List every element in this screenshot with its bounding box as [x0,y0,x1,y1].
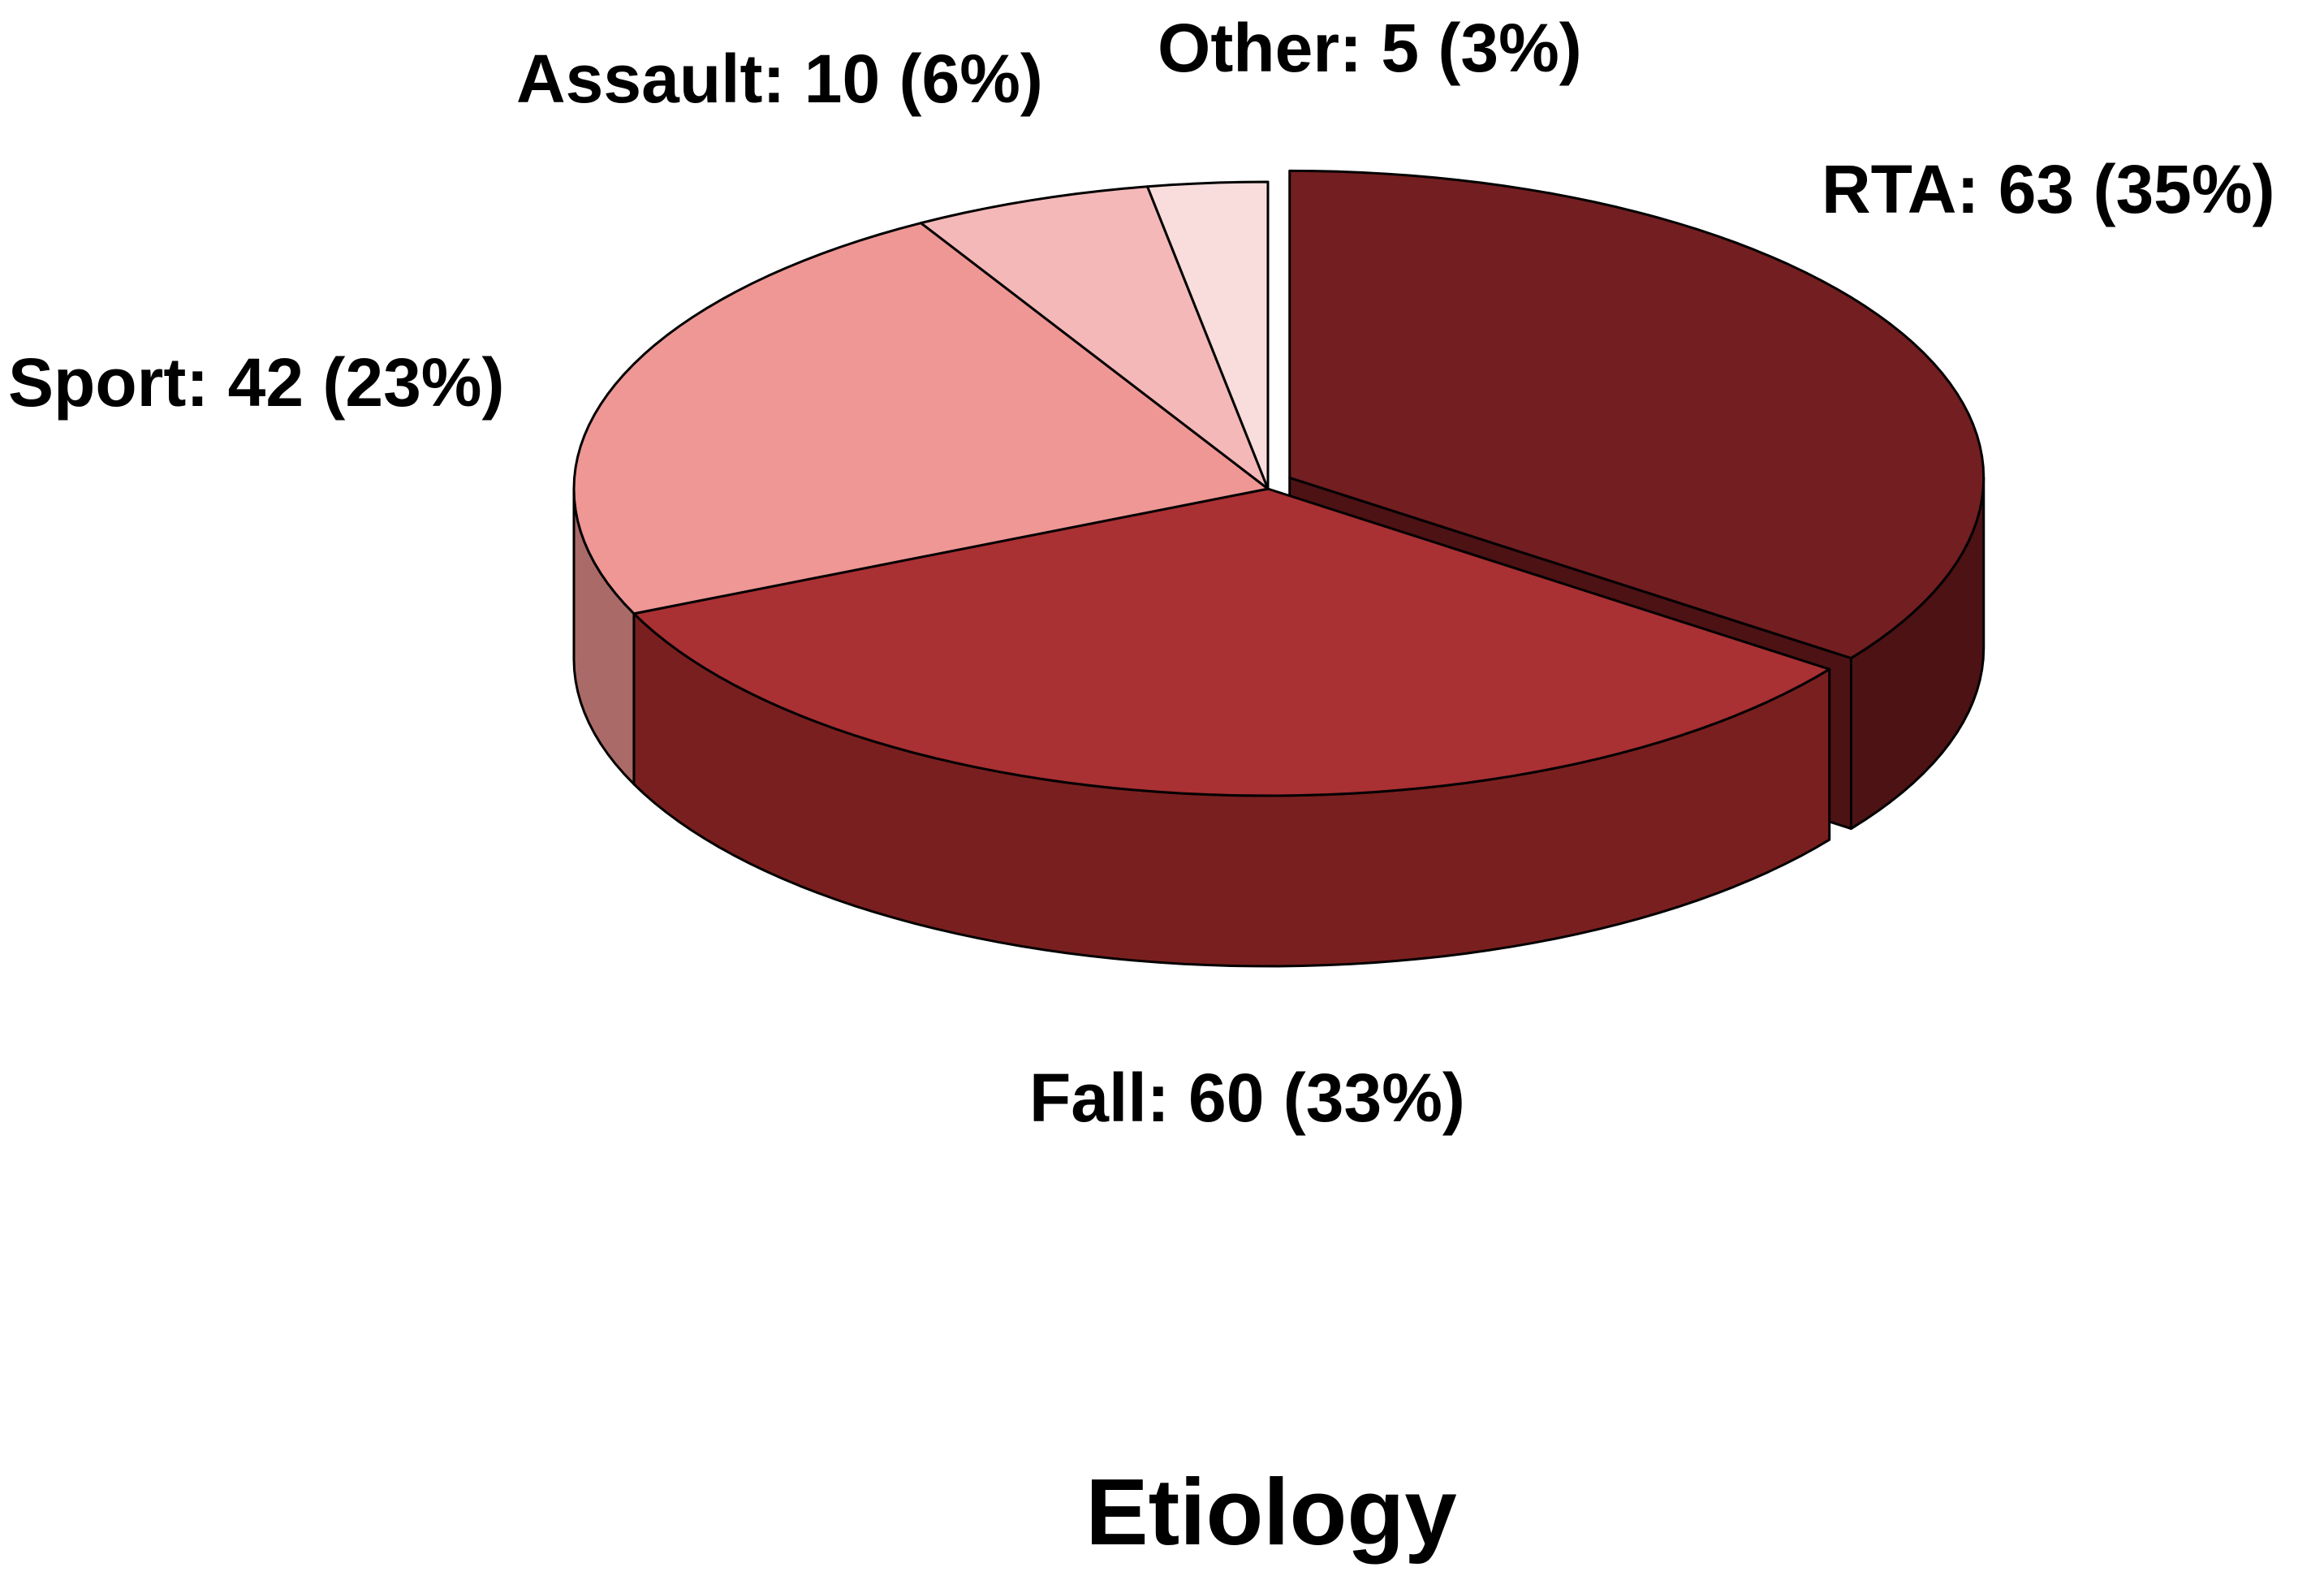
slice-label-other: Other: 5 (3%) [1158,10,1582,86]
slice-label-assault: Assault: 10 (6%) [516,41,1043,117]
slice-sport [572,222,1270,615]
slice-rta [1288,169,1986,660]
slice-fall [632,487,1831,797]
slice-label-rta: RTA: 63 (35%) [1822,151,2275,227]
slice-label-fall: Fall: 60 (33%) [1029,1060,1465,1136]
slice-other [1146,180,1270,490]
slice-assault [920,185,1270,490]
slice-label-sport: Sport: 42 (23%) [8,344,504,421]
chart-title: Etiology [1085,1459,1457,1565]
pie-tops [572,169,1986,797]
